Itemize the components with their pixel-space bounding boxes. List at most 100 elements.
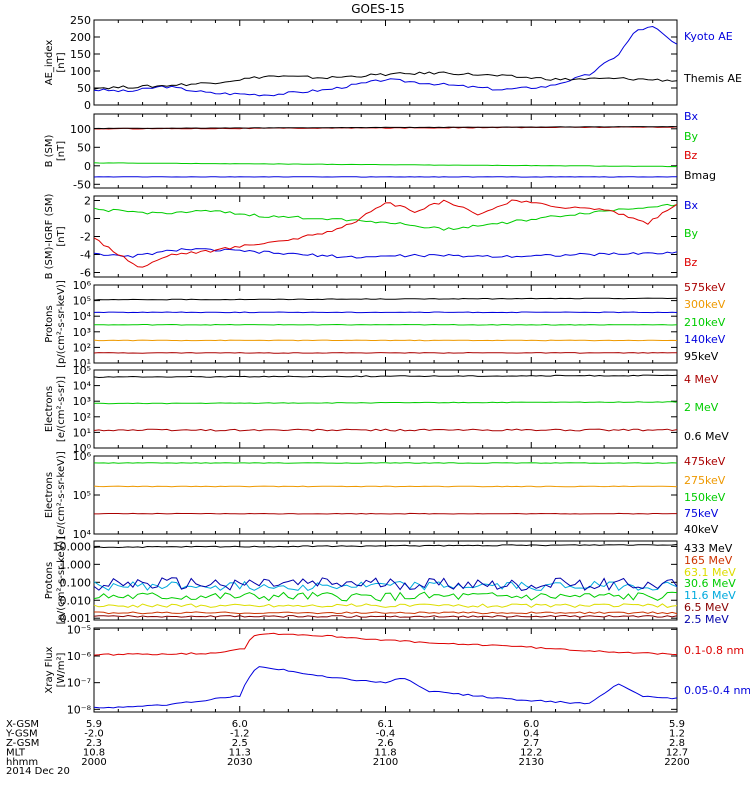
series-line-0-1-0-8-nm (93, 632, 678, 656)
legend-entry: 95keV (684, 350, 719, 363)
y-axis-label: Electrons (44, 386, 55, 432)
y-axis-label: [nT] (56, 141, 67, 161)
y-tick-label: 10² (73, 341, 91, 354)
y-axis-label: [W/m²] (56, 652, 67, 687)
footer-row-label: MLT (6, 748, 26, 759)
y-tick-label: 10² (73, 411, 91, 424)
footer-value: 2030 (227, 757, 252, 768)
y-tick-label: 2 (84, 195, 91, 208)
legend-entry: 40keV (684, 523, 719, 536)
footer-value: 0.4 (523, 729, 539, 740)
plot-title: GOES-15 (351, 2, 405, 16)
series-line-4-mev (93, 428, 678, 432)
y-tick-label: 250 (70, 14, 91, 27)
series-line-0-6-mev (93, 374, 678, 379)
series-line-0-05-0-4-nm (93, 666, 678, 709)
footer-value: 2.8 (669, 738, 685, 749)
y-axis-label: B (SM) (44, 134, 55, 167)
footer-value: 2130 (519, 757, 544, 768)
footer-value: 12.2 (520, 748, 542, 759)
footer-value: 10.8 (83, 748, 105, 759)
legend-entry: 475keV (684, 455, 726, 468)
legend-entry: 2.5 MeV (684, 613, 729, 626)
series-line-by (93, 203, 678, 231)
legend-entry: 0.1-0.8 nm (684, 644, 744, 657)
y-tick-label: 100 (70, 123, 91, 136)
y-tick-label: 10¹ (73, 357, 91, 370)
series-line-575kev (93, 351, 677, 354)
y-tick-label: 10³ (73, 395, 91, 408)
y-axis-label: [p/(cm²-s-sr-keV)] (56, 280, 67, 368)
panel-4: 10¹ 10² 10³ 10⁴ 10⁵ 10⁶ Protons [p/(cm²-s-sr-ke… (44, 279, 726, 370)
series-line-63-1-mev (93, 603, 678, 608)
footer-value: 6.1 (378, 719, 394, 730)
series-line-11-6-mev (93, 580, 678, 591)
series-line-475kev (94, 512, 677, 515)
footer-value: 5.9 (669, 719, 685, 730)
panel-8: 10⁻⁸ 10⁻⁷ 10⁻⁶ 10⁻⁵ Xray Flux [W/m²] 0.1-0.8 n… (44, 623, 750, 716)
y-axis-label: Xray Flux (44, 646, 55, 693)
series-line-by (93, 162, 678, 168)
legend-entry: Themis AE (683, 72, 742, 85)
y-tick-label: 10⁰ (73, 442, 92, 455)
series-line-2-5-mev (93, 577, 678, 591)
y-tick-label: 0 (84, 99, 91, 112)
y-tick-label: 50 (77, 141, 91, 154)
y-tick-label: 10⁻⁵ (67, 623, 91, 636)
legend-entry: 575keV (684, 281, 726, 294)
y-tick-label: -6 (80, 267, 91, 280)
y-tick-label: 10⁴ (73, 528, 92, 541)
legend-entry: Bx (684, 199, 699, 212)
footer-row-label: Y-GSM (5, 729, 38, 740)
panel-frame (93, 455, 678, 535)
series-line-kyoto-ae (93, 25, 678, 97)
y-tick-label: 10¹ (73, 426, 91, 439)
y-axis-label: [e/(cm²-s-sr-keV)] (56, 451, 67, 539)
legend-entry: By (684, 130, 699, 143)
footer-value: 2200 (664, 757, 689, 768)
legend-entry: 210keV (684, 316, 726, 329)
y-tick-label: -50 (73, 178, 91, 191)
footer-value: 2.7 (523, 738, 539, 749)
series-line-2-mev (94, 401, 678, 405)
legend-entry: 300keV (684, 298, 726, 311)
y-tick-label: 0.100 (60, 576, 92, 589)
series-line-300kev (93, 339, 678, 342)
y-axis-label: Protons (44, 562, 55, 599)
y-tick-label: 200 (70, 31, 91, 44)
y-tick-label: -4 (80, 249, 91, 262)
series-line-150kev (93, 462, 678, 464)
y-axis-label: [nT] (56, 52, 67, 72)
footer-row-label: hhmm (6, 757, 38, 768)
legend-entry: Bz (684, 256, 698, 269)
y-tick-label: 1.000 (60, 558, 92, 571)
y-tick-label: 100 (70, 65, 91, 78)
y-tick-label: 50 (77, 82, 91, 95)
legend-entry: 63.1 MeV (684, 566, 736, 579)
y-axis-label: Protons (44, 305, 55, 342)
panel-frame (93, 284, 678, 364)
y-tick-label: 10⁶ (73, 450, 92, 463)
series-line-433-mev (93, 544, 678, 549)
legend-entry: 2 MeV (684, 401, 719, 414)
footer-date: 2014 Dec 20 (6, 766, 70, 777)
y-tick-label: 10³ (73, 326, 91, 339)
legend-entry: 0.6 MeV (684, 430, 729, 443)
legend-entry: By (684, 227, 699, 240)
footer-value: 12.7 (666, 748, 688, 759)
series-line-bmag (93, 125, 678, 130)
legend-entry: 11.6 MeV (684, 589, 736, 602)
footer-value: 2000 (81, 757, 106, 768)
legend-entry: 30.6 MeV (684, 577, 736, 590)
panel-frame (93, 627, 678, 713)
footer-value: -1.2 (230, 729, 250, 740)
panel-frame (93, 19, 678, 106)
legend-entry: Bx (684, 110, 699, 123)
y-axis-label: [p/(cm²-s-sr-keV)] (56, 537, 67, 625)
legend-entry: Kyoto AE (684, 30, 733, 43)
y-tick-label: 10⁻⁸ (67, 703, 92, 716)
legend-entry: 4 MeV (684, 373, 719, 386)
series-line-210kev (93, 323, 678, 326)
y-tick-label: 10⁻⁷ (67, 677, 91, 690)
footer-value: 11.8 (374, 748, 396, 759)
